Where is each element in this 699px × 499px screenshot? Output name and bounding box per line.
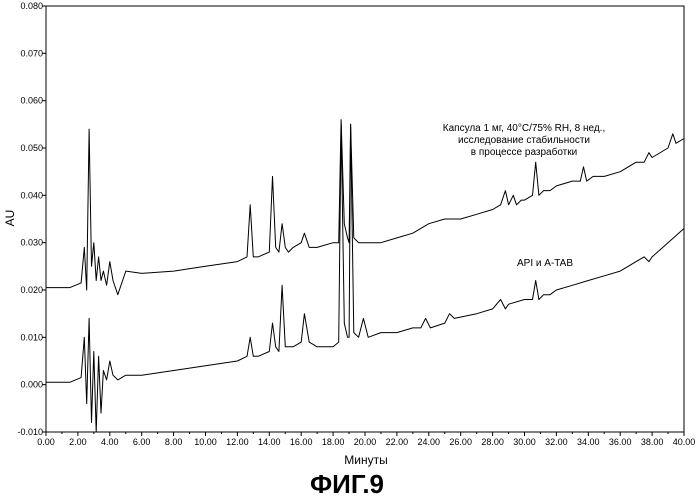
x-tick-label: 14.00 [258, 437, 281, 447]
y-tick-label: 0.080 [20, 1, 43, 11]
plot-frame [46, 6, 684, 432]
x-tick-label: 22.00 [386, 437, 409, 447]
y-tick-label: 0.010 [20, 332, 43, 342]
x-tick-label: 30.00 [513, 437, 536, 447]
annotation-line: в процессе разработки [471, 146, 577, 158]
x-tick-label: 10.00 [194, 437, 217, 447]
y-tick-label: 0.070 [20, 48, 43, 58]
y-tick-label: 0.060 [20, 96, 43, 106]
x-tick-label: 16.00 [290, 437, 313, 447]
plot-border [46, 6, 684, 432]
x-tick-label: 2.00 [69, 437, 87, 447]
y-axis-title: AU [3, 210, 17, 227]
annotation-line: исследование стабильности [458, 134, 590, 146]
x-tick-label: 36.00 [609, 437, 632, 447]
series-2-annotation: API и A-TAB [517, 258, 573, 269]
annotation-line: API и A-TAB [517, 258, 573, 269]
series-1-annotation: Капсула 1 мг, 40°C/75% RH, 8 нед.,исслед… [443, 123, 605, 158]
traces [46, 120, 684, 432]
x-tick-label: 12.00 [226, 437, 249, 447]
x-tick-label: 8.00 [165, 437, 183, 447]
x-tick-label: 40.00 [673, 437, 696, 447]
annotation-line: Капсула 1 мг, 40°C/75% RH, 8 нед., [443, 123, 605, 134]
x-tick-label: 6.00 [133, 437, 151, 447]
y-tick-label: 0.050 [20, 143, 43, 153]
figure-caption: ФИГ.9 [310, 469, 384, 499]
x-axis-title: Минуты [344, 453, 387, 467]
y-axis: -0.010 0.000 0.010 0.020 0.030 0.040 0.050 0.06… [17, 1, 46, 437]
y-tick-label: 0.040 [20, 190, 43, 200]
y-tick-label: -0.010 [17, 427, 43, 437]
x-tick-label: 26.00 [449, 437, 472, 447]
x-tick-label: 18.00 [322, 437, 345, 447]
x-tick-label: 34.00 [577, 437, 600, 447]
x-axis: 0.00 2.00 4.00 6.00 8.00 10.00 12.00 14.00 16.00… [37, 432, 695, 447]
x-tick-label: 38.00 [641, 437, 664, 447]
x-tick-label: 32.00 [545, 437, 568, 447]
x-tick-label: 20.00 [354, 437, 377, 447]
x-tick-label: 28.00 [481, 437, 504, 447]
y-tick-label: 0.020 [20, 285, 43, 295]
y-tick-label: 0.000 [20, 380, 43, 390]
y-tick-label: 0.030 [20, 238, 43, 248]
x-tick-label: 4.00 [101, 437, 119, 447]
x-tick-label: 0.00 [37, 437, 55, 447]
annotations: Капсула 1 мг, 40°C/75% RH, 8 нед.,исслед… [443, 123, 605, 269]
series-2-trace [46, 124, 684, 432]
x-tick-label: 24.00 [418, 437, 441, 447]
